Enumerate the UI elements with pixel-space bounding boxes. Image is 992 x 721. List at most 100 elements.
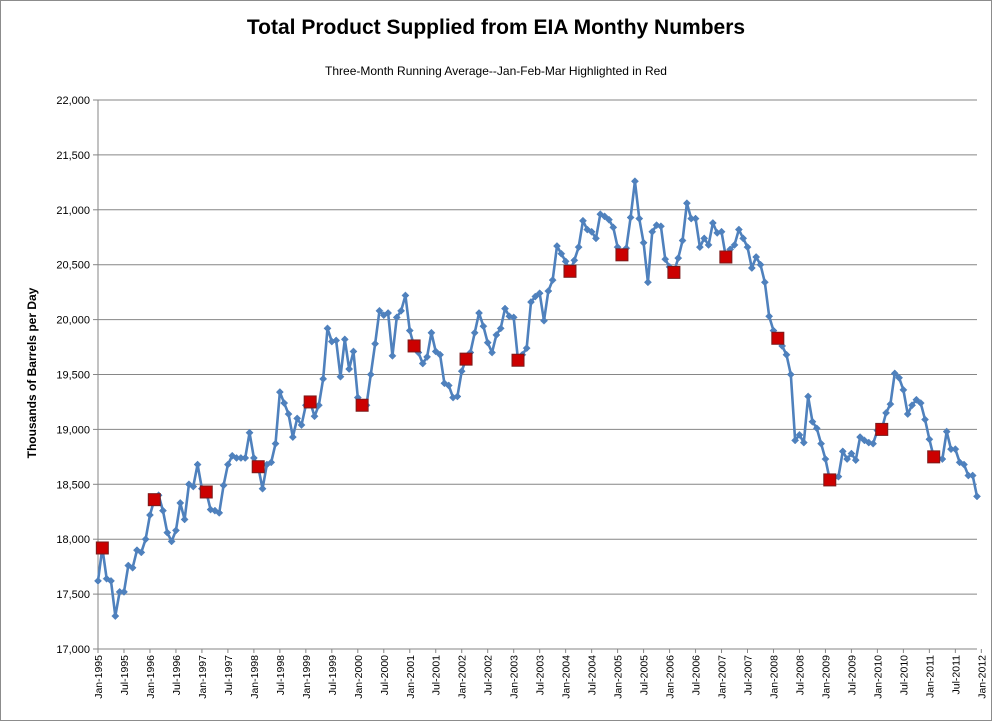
data-point xyxy=(184,480,193,489)
data-point xyxy=(111,612,120,621)
highlight-point-jfm xyxy=(407,339,421,353)
data-point xyxy=(916,399,925,408)
x-tick-label: Jan-2011 xyxy=(924,655,936,698)
data-point xyxy=(167,537,176,546)
data-point xyxy=(509,313,518,322)
data-point xyxy=(310,412,319,421)
data-point xyxy=(739,234,748,243)
data-point xyxy=(535,289,544,298)
highlight-point-jfm xyxy=(199,485,213,499)
data-point xyxy=(180,515,189,524)
data-point xyxy=(171,526,180,535)
data-point xyxy=(860,436,869,445)
highlight-point-jfm xyxy=(303,395,317,409)
x-tick-label: Jan-2008 xyxy=(768,655,780,699)
data-point xyxy=(895,373,904,382)
data-point xyxy=(648,227,657,236)
data-point xyxy=(479,322,488,331)
data-point xyxy=(501,304,509,313)
x-tick-label: Jan-2012 xyxy=(976,655,988,699)
data-point xyxy=(548,276,557,285)
data-point xyxy=(630,177,639,186)
data-point xyxy=(323,324,332,333)
data-point xyxy=(219,481,228,490)
x-tick-label: Jan-2007 xyxy=(717,655,729,699)
x-tick-label: Jan-1996 xyxy=(145,655,157,699)
data-point xyxy=(405,326,414,335)
data-point xyxy=(951,445,960,454)
highlight-point-jfm xyxy=(667,265,681,279)
data-point xyxy=(955,458,964,467)
data-point xyxy=(843,455,852,464)
data-point xyxy=(293,414,302,423)
data-point xyxy=(795,430,804,439)
x-tick-label: Jul-1999 xyxy=(327,655,339,695)
data-point xyxy=(682,199,691,208)
x-tick-label: Jul-2006 xyxy=(691,655,703,695)
x-tick-label: Jan-1995 xyxy=(93,655,105,699)
x-tick-label: Jan-1999 xyxy=(301,655,313,699)
data-point xyxy=(418,359,427,368)
x-tick-label: Jul-2005 xyxy=(639,655,651,695)
data-point xyxy=(626,213,635,222)
data-point xyxy=(700,234,709,243)
data-point xyxy=(94,576,102,585)
highlight-point-jfm xyxy=(355,398,369,412)
x-tick-label: Jan-2003 xyxy=(509,655,521,699)
data-point xyxy=(189,482,198,491)
y-tick-label: 21,500 xyxy=(56,150,90,162)
x-tick-label: Jul-2001 xyxy=(431,655,443,695)
data-point xyxy=(804,392,813,401)
data-point xyxy=(604,215,613,224)
data-point xyxy=(708,219,717,227)
data-point xyxy=(968,471,977,480)
data-point xyxy=(592,234,600,243)
data-point xyxy=(838,447,847,456)
data-point xyxy=(137,548,146,557)
data-point xyxy=(583,225,592,234)
y-tick-label: 21,000 xyxy=(56,205,90,217)
data-point xyxy=(345,365,354,373)
y-tick-label: 18,500 xyxy=(56,479,90,491)
data-point xyxy=(444,381,453,390)
data-point xyxy=(851,456,860,465)
data-point xyxy=(635,214,644,223)
data-point xyxy=(899,385,908,394)
data-point xyxy=(319,374,328,383)
data-point xyxy=(786,370,795,379)
data-point xyxy=(960,460,968,469)
data-point xyxy=(120,587,128,596)
x-tick-label: Jul-2004 xyxy=(587,655,599,695)
x-tick-label: Jul-2003 xyxy=(535,655,547,695)
x-tick-label: Jul-2000 xyxy=(379,655,391,695)
y-tick-label: 17,000 xyxy=(56,644,90,656)
chart-subtitle: Three-Month Running Average--Jan-Feb-Mar… xyxy=(325,64,667,78)
data-point xyxy=(912,395,921,404)
data-point xyxy=(973,492,981,501)
data-point xyxy=(375,306,384,315)
data-point xyxy=(639,238,648,247)
data-point xyxy=(483,338,492,347)
data-point xyxy=(908,401,917,410)
x-tick-label: Jul-2007 xyxy=(743,655,755,695)
data-point xyxy=(717,227,726,236)
axes xyxy=(97,100,977,650)
x-tick-label: Jan-2002 xyxy=(457,655,469,699)
y-tick-label: 20,000 xyxy=(56,315,90,327)
data-point xyxy=(371,339,380,348)
data-point xyxy=(475,309,483,317)
data-point xyxy=(821,455,830,464)
data-point xyxy=(245,428,254,437)
x-tick-label: Jul-1995 xyxy=(119,655,131,695)
highlight-point-jfm xyxy=(719,250,733,264)
highlight-point-jfm xyxy=(95,541,109,555)
highlight-point-jfm xyxy=(511,353,525,367)
data-point xyxy=(553,242,561,250)
data-point xyxy=(643,278,652,287)
x-axis-ticks: Jan-1995 Jul-1995 Jan-1996 Jul-1996 Jan-1997… xyxy=(93,649,988,699)
data-point xyxy=(557,249,566,258)
x-tick-label: Jan-2004 xyxy=(561,655,573,699)
data-point xyxy=(695,243,704,252)
data-point xyxy=(440,379,449,388)
